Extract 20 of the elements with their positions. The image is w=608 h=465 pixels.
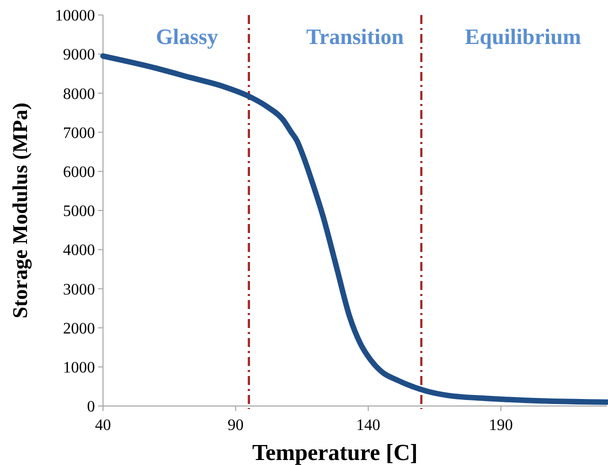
x-tick-label: 140 — [356, 417, 380, 434]
annotation: Glassy — [156, 24, 218, 49]
y-tick-label: 4000 — [63, 242, 95, 260]
y-tick-label: 10000 — [55, 8, 95, 25]
annotation: Transition — [306, 24, 404, 49]
y-tick-label: 3000 — [63, 281, 95, 298]
y-tick-label: 6000 — [63, 164, 95, 181]
y-tick-label: 8000 — [63, 86, 95, 103]
x-tick-label: 90 — [228, 417, 244, 434]
y-tick-label: 9000 — [63, 46, 95, 64]
y-tick-label: 0 — [87, 398, 95, 416]
y-tick-label: 1000 — [63, 360, 95, 376]
x-tick-label: 190 — [488, 417, 513, 434]
annotation: Equilibrium — [464, 24, 582, 49]
y-tick-label: 5000 — [63, 203, 95, 220]
y-tick-label: 7000 — [63, 124, 95, 142]
x-tick-label: 40 — [95, 417, 111, 434]
y-tick-label: 2000 — [63, 320, 95, 338]
y-axis-title: Storage Modulus (MPa) — [8, 102, 32, 318]
x-axis-title: Temperature [C] — [252, 440, 418, 465]
